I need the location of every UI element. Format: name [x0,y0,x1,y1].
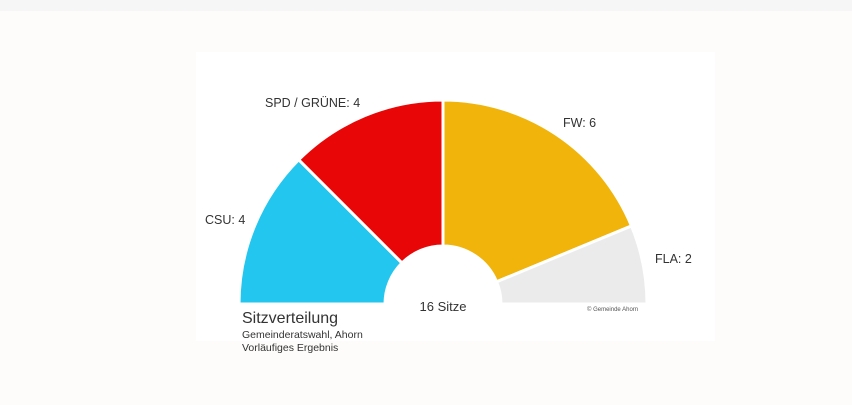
total-seats-label: 16 Sitze [420,299,467,314]
chart-credit: © Gemeinde Ahorn [587,307,639,313]
chart-labels: CSU: 4 SPD / GRÜNE: 4 FW: 6 FLA: 2 [205,96,692,266]
chart-title: Sitzverteilung [242,310,339,327]
chart-subtitle-line-1: Gemeinderatswahl, Ahorn [242,329,363,341]
chart-segments [237,98,649,306]
segment-spd-gr-ne[interactable] [296,98,445,266]
segment-label-fw: FW: 6 [563,116,596,130]
segment-label-spd-gr-ne: SPD / GRÜNE: 4 [265,96,360,110]
top-bar [0,0,852,11]
segment-label-fla: FLA: 2 [655,252,692,266]
segment-fla[interactable] [494,223,649,306]
chart-subtitle-line-2: Vorläufiges Ergebnis [242,342,339,354]
segment-label-csu: CSU: 4 [205,213,245,227]
segment-fw[interactable] [441,98,634,284]
segment-csu[interactable] [237,157,405,306]
